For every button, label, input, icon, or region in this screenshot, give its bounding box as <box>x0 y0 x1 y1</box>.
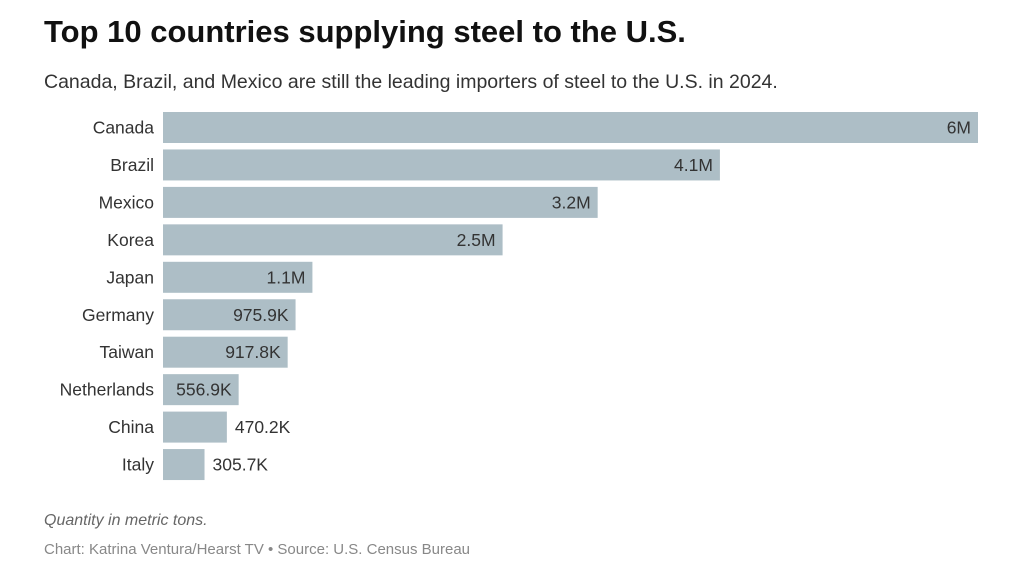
category-label: Germany <box>82 305 154 325</box>
category-label: Mexico <box>99 192 154 212</box>
data-label: 470.2K <box>235 417 291 437</box>
data-label: 975.9K <box>233 305 289 325</box>
data-label: 556.9K <box>176 380 232 400</box>
category-label: Netherlands <box>60 380 155 400</box>
chart-note: Quantity in metric tons. <box>44 512 208 529</box>
bar-mexico <box>163 186 598 218</box>
bar-italy <box>163 449 205 481</box>
bar-china <box>163 411 227 443</box>
bar-japan <box>163 261 313 293</box>
chart-title: Top 10 countries supplying steel to the … <box>44 14 686 49</box>
category-label: China <box>108 417 154 437</box>
data-label: 2.5M <box>457 230 496 250</box>
bar-brazil <box>163 149 720 181</box>
category-label: Canada <box>93 118 155 138</box>
bar-korea <box>163 224 503 256</box>
bar-netherlands <box>163 374 239 406</box>
bar-taiwan <box>163 336 288 368</box>
data-label: 4.1M <box>674 155 713 175</box>
category-label: Brazil <box>110 155 154 175</box>
category-label: Taiwan <box>100 342 154 362</box>
data-label: 3.2M <box>552 192 591 212</box>
chart-credit: Chart: Katrina Ventura/Hearst TV • Sourc… <box>44 541 471 558</box>
bar-canada <box>163 112 978 143</box>
data-label: 6M <box>947 118 971 138</box>
data-label: 917.8K <box>225 342 281 362</box>
data-label: 305.7K <box>213 455 269 475</box>
data-label: 1.1M <box>267 267 306 287</box>
bar-germany <box>163 299 296 331</box>
category-label: Italy <box>122 455 154 475</box>
category-label: Japan <box>106 267 154 287</box>
chart-subtitle: Canada, Brazil, and Mexico are still the… <box>44 71 778 93</box>
category-label: Korea <box>107 230 154 250</box>
